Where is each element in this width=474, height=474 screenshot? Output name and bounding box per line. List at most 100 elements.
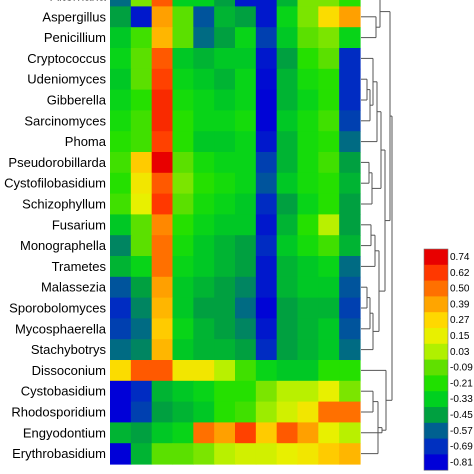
legend-color-box xyxy=(424,328,448,345)
heatmap-cell xyxy=(193,297,215,319)
heatmap-cell xyxy=(339,422,361,444)
heatmap-cells xyxy=(110,0,361,465)
heatmap-cell xyxy=(193,48,215,70)
heatmap-cell xyxy=(151,339,174,361)
heatmap-cell xyxy=(276,380,299,403)
heatmap-cell xyxy=(255,443,278,465)
legend-color-box xyxy=(424,264,448,281)
heatmap-cell xyxy=(214,172,236,195)
heatmap-cell xyxy=(235,89,257,111)
heatmap-cell xyxy=(276,131,299,153)
heatmap-cell xyxy=(110,276,132,299)
heatmap-cell xyxy=(214,256,236,278)
heatmap-cell xyxy=(172,443,194,465)
heatmap-cell xyxy=(318,27,340,49)
heatmap-cell xyxy=(276,68,299,91)
heatmap-cell xyxy=(255,214,278,236)
heatmap-cell xyxy=(193,380,215,403)
heatmap-cell xyxy=(151,401,174,423)
legend-tick-label: -0.69 xyxy=(450,442,473,453)
heatmap-cell xyxy=(151,152,174,174)
heatmap-cell xyxy=(276,172,299,195)
heatmap-cell xyxy=(235,276,257,299)
heatmap-cell xyxy=(151,68,174,91)
heatmap-cell xyxy=(130,401,153,423)
heatmap-cell xyxy=(339,235,361,257)
heatmap-cell xyxy=(339,172,361,195)
legend-tick-label: 0.39 xyxy=(450,299,470,310)
heatmap-cell xyxy=(130,0,153,7)
heatmap-cell xyxy=(130,443,153,465)
heatmap-cell xyxy=(318,48,340,70)
heatmap-cell xyxy=(214,318,236,340)
legend-color-box xyxy=(424,343,448,360)
heatmap-cell xyxy=(110,339,132,361)
heatmap-cell xyxy=(297,214,319,236)
heatmap-cell xyxy=(193,214,215,236)
heatmap-cell xyxy=(172,68,194,91)
heatmap-cell xyxy=(339,256,361,278)
heatmap-cell xyxy=(172,401,194,423)
heatmap-cell xyxy=(130,297,153,319)
heatmap-cell xyxy=(276,48,299,70)
heatmap-cell xyxy=(339,318,361,340)
heatmap-cell xyxy=(214,235,236,257)
heatmap-cell xyxy=(214,297,236,319)
heatmap-cell xyxy=(130,318,153,340)
row-label: Trametes xyxy=(52,259,107,274)
heatmap-cell xyxy=(255,422,278,444)
heatmap-cell xyxy=(172,422,194,444)
heatmap-cell xyxy=(297,360,319,382)
heatmap-cell xyxy=(276,401,299,423)
legend-color-box xyxy=(424,375,448,392)
heatmap-cell xyxy=(255,152,278,174)
heatmap-cell xyxy=(297,380,319,403)
heatmap-cell xyxy=(255,318,278,340)
heatmap-cell xyxy=(214,422,236,444)
heatmap-cell xyxy=(193,0,215,7)
heatmap-cell xyxy=(276,89,299,111)
heatmap-cell xyxy=(151,443,174,465)
heatmap-cell xyxy=(172,318,194,340)
heatmap-cell xyxy=(110,110,132,132)
heatmap-cell xyxy=(318,68,340,91)
heatmap-cell xyxy=(297,256,319,278)
heatmap-cell xyxy=(151,235,174,257)
heatmap-cell xyxy=(130,110,153,132)
heatmap-cell xyxy=(276,422,299,444)
heatmap-cell xyxy=(110,256,132,278)
heatmap-cell xyxy=(110,297,132,319)
heatmap-cell xyxy=(110,360,132,382)
heatmap-cell xyxy=(193,339,215,361)
heatmap-cell xyxy=(318,339,340,361)
heatmap-cell xyxy=(130,68,153,91)
legend-tick-label: 0.62 xyxy=(450,268,470,279)
heatmap-cell xyxy=(214,401,236,423)
heatmap-cell xyxy=(276,339,299,361)
heatmap-cell xyxy=(214,68,236,91)
heatmap-cell xyxy=(151,6,174,28)
heatmap-cell xyxy=(255,380,278,403)
legend-tick-label: -0.57 xyxy=(450,426,473,437)
legend-color-box xyxy=(424,407,448,424)
heatmap-cell xyxy=(297,68,319,91)
heatmap-cell xyxy=(276,360,299,382)
heatmap-cell xyxy=(151,172,174,195)
heatmap-cell xyxy=(110,0,132,7)
legend-tick-label: 0.74 xyxy=(450,252,470,263)
row-label: Stachybotrys xyxy=(31,342,107,357)
heatmap-cell xyxy=(255,339,278,361)
heatmap-cell xyxy=(255,297,278,319)
row-label: Sporobolomyces xyxy=(9,301,106,316)
heatmap-cell xyxy=(110,172,132,195)
heatmap-cell xyxy=(318,297,340,319)
legend-tick-label: -0.09 xyxy=(450,363,473,374)
heatmap-cell xyxy=(110,235,132,257)
heatmap-cell xyxy=(255,6,278,28)
legend-color-box xyxy=(424,359,448,376)
heatmap-cell xyxy=(214,0,236,7)
heatmap-cell xyxy=(339,27,361,49)
heatmap-cell xyxy=(151,360,174,382)
heatmap-cell xyxy=(318,0,340,7)
heatmap-cell xyxy=(255,48,278,70)
